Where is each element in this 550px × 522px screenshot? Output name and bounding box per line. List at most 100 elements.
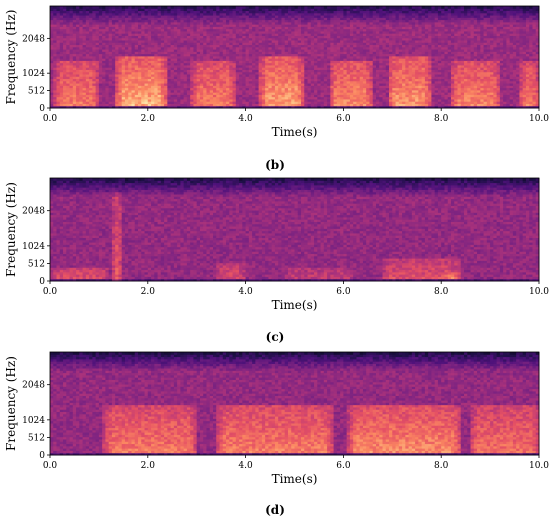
heatmap-cell bbox=[92, 89, 97, 93]
heatmap-cell bbox=[50, 42, 54, 46]
heatmap-cell bbox=[89, 19, 93, 23]
heatmap-cell bbox=[63, 6, 67, 9]
heatmap-cell bbox=[95, 49, 100, 52]
heatmap-cell bbox=[82, 60, 87, 64]
heatmap-cell bbox=[108, 71, 113, 75]
heatmap-cell bbox=[50, 62, 54, 66]
heatmap-cell bbox=[134, 6, 139, 9]
heatmap-cell bbox=[56, 46, 61, 50]
heatmap-cell bbox=[128, 6, 132, 9]
heatmap-cell bbox=[128, 26, 132, 30]
heatmap-cell bbox=[95, 105, 100, 109]
heatmap-cell bbox=[79, 10, 84, 14]
heatmap-cell bbox=[115, 37, 119, 41]
heatmap-cell bbox=[102, 74, 106, 77]
heatmap-cell bbox=[111, 8, 116, 12]
heatmap-cell bbox=[102, 17, 106, 21]
heatmap-cell bbox=[85, 24, 90, 27]
heatmap-cell bbox=[134, 85, 139, 89]
heatmap-cell bbox=[102, 30, 106, 34]
heatmap-cell bbox=[95, 101, 100, 104]
heatmap-cell bbox=[102, 83, 106, 86]
heatmap-cell bbox=[53, 55, 58, 59]
heatmap-cell bbox=[53, 58, 58, 61]
heatmap-cell bbox=[69, 6, 74, 9]
heatmap-cell bbox=[131, 80, 136, 84]
heatmap-cell bbox=[85, 98, 90, 102]
heatmap-cell bbox=[69, 26, 74, 30]
heatmap-cell bbox=[134, 37, 139, 41]
heatmap-cell bbox=[98, 78, 103, 82]
heatmap-cell bbox=[53, 74, 58, 77]
heatmap-cell bbox=[95, 55, 100, 59]
heatmap-cell bbox=[105, 49, 110, 52]
heatmap-cell bbox=[50, 15, 54, 18]
heatmap-cell bbox=[69, 105, 74, 109]
heatmap-cell bbox=[53, 105, 58, 109]
heatmap-cell bbox=[124, 87, 129, 91]
heatmap-cell bbox=[111, 69, 116, 73]
heatmap-cell bbox=[92, 105, 97, 109]
heatmap-cell bbox=[314, 6, 318, 9]
heatmap-cell bbox=[95, 33, 100, 36]
heatmap-cell bbox=[121, 24, 126, 27]
heatmap-cell bbox=[105, 92, 110, 95]
heatmap-cell bbox=[95, 69, 100, 73]
heatmap-cell bbox=[111, 53, 116, 57]
heatmap-cell bbox=[82, 67, 87, 70]
heatmap-cell bbox=[98, 37, 103, 41]
heatmap-cell bbox=[69, 67, 74, 70]
heatmap-cell bbox=[98, 94, 103, 98]
heatmap-cell bbox=[53, 94, 58, 98]
heatmap-cell bbox=[82, 19, 87, 23]
heatmap-cell bbox=[102, 24, 106, 27]
heatmap-cell bbox=[134, 62, 139, 66]
heatmap-cell bbox=[82, 103, 87, 107]
heatmap-cell bbox=[50, 87, 54, 91]
heatmap-cell bbox=[105, 24, 110, 27]
heatmap-cell bbox=[151, 6, 155, 9]
heatmap-cell bbox=[82, 15, 87, 18]
heatmap-cell bbox=[105, 69, 110, 73]
heatmap-cell bbox=[79, 78, 84, 82]
heatmap-cell bbox=[242, 6, 247, 9]
heatmap-cell bbox=[108, 76, 113, 80]
heatmap-cell bbox=[115, 42, 119, 46]
heatmap-cell bbox=[66, 60, 71, 64]
heatmap-cell bbox=[102, 78, 106, 82]
heatmap-cell bbox=[76, 64, 80, 68]
heatmap-cell bbox=[115, 89, 119, 93]
heatmap-cell bbox=[82, 96, 87, 100]
heatmap-cell bbox=[115, 85, 119, 89]
heatmap-cell bbox=[108, 28, 113, 32]
heatmap-cell bbox=[53, 49, 58, 52]
heatmap-cell bbox=[98, 28, 103, 32]
heatmap-cell bbox=[131, 67, 136, 70]
heatmap-cell bbox=[115, 105, 119, 109]
heatmap-cell bbox=[248, 6, 253, 9]
heatmap-cell bbox=[50, 30, 54, 34]
heatmap-cell bbox=[128, 74, 132, 77]
heatmap-cell bbox=[111, 49, 116, 52]
heatmap-cell bbox=[128, 98, 132, 102]
heatmap-cell bbox=[95, 74, 100, 77]
heatmap-cell bbox=[63, 89, 67, 93]
heatmap-cell bbox=[63, 17, 67, 21]
heatmap-cell bbox=[72, 96, 77, 100]
heatmap-cell bbox=[85, 85, 90, 89]
heatmap-cell bbox=[108, 12, 113, 16]
heatmap-cell bbox=[134, 35, 139, 39]
heatmap-cell bbox=[59, 26, 64, 30]
heatmap-cell bbox=[56, 60, 61, 64]
heatmap-cell bbox=[134, 94, 139, 98]
heatmap-cell bbox=[121, 64, 126, 68]
heatmap-cell bbox=[82, 58, 87, 61]
heatmap-cell bbox=[66, 105, 71, 109]
heatmap-cell bbox=[124, 94, 129, 98]
heatmap-cell bbox=[82, 33, 87, 36]
heatmap-cell bbox=[85, 94, 90, 98]
heatmap-cell bbox=[56, 37, 61, 41]
heatmap-cell bbox=[79, 17, 84, 21]
heatmap-cell bbox=[131, 74, 136, 77]
heatmap-cell bbox=[340, 6, 344, 9]
